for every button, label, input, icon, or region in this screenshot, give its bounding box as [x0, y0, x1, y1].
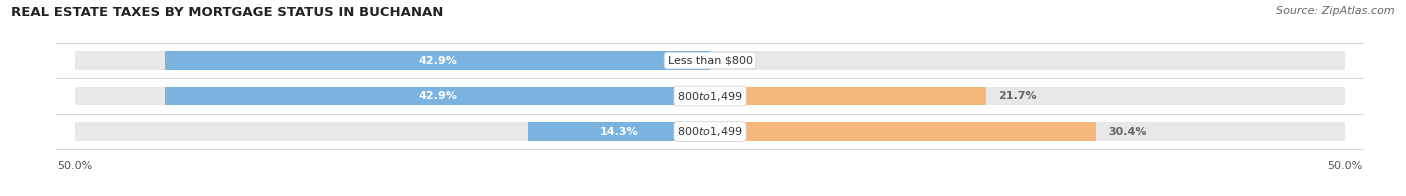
Bar [76, 51, 1344, 70]
Text: 42.9%: 42.9% [419, 55, 457, 65]
Legend: Without Mortgage, With Mortgage: Without Mortgage, With Mortgage [593, 195, 827, 196]
Text: 21.7%: 21.7% [998, 91, 1036, 101]
Text: 42.9%: 42.9% [419, 91, 457, 101]
Text: Less than $800: Less than $800 [668, 55, 752, 65]
Bar [529, 122, 710, 141]
Bar [76, 87, 1344, 105]
Text: Source: ZipAtlas.com: Source: ZipAtlas.com [1277, 6, 1395, 16]
Text: REAL ESTATE TAXES BY MORTGAGE STATUS IN BUCHANAN: REAL ESTATE TAXES BY MORTGAGE STATUS IN … [11, 6, 444, 19]
Bar [166, 51, 710, 70]
Text: 14.3%: 14.3% [600, 127, 638, 137]
Bar [166, 87, 710, 105]
Bar [710, 122, 1095, 141]
Text: 0.0%: 0.0% [723, 55, 754, 65]
Text: 30.4%: 30.4% [1109, 127, 1147, 137]
Bar [76, 122, 1344, 141]
Text: $800 to $1,499: $800 to $1,499 [678, 125, 742, 138]
Text: $800 to $1,499: $800 to $1,499 [678, 90, 742, 103]
Bar [710, 87, 986, 105]
